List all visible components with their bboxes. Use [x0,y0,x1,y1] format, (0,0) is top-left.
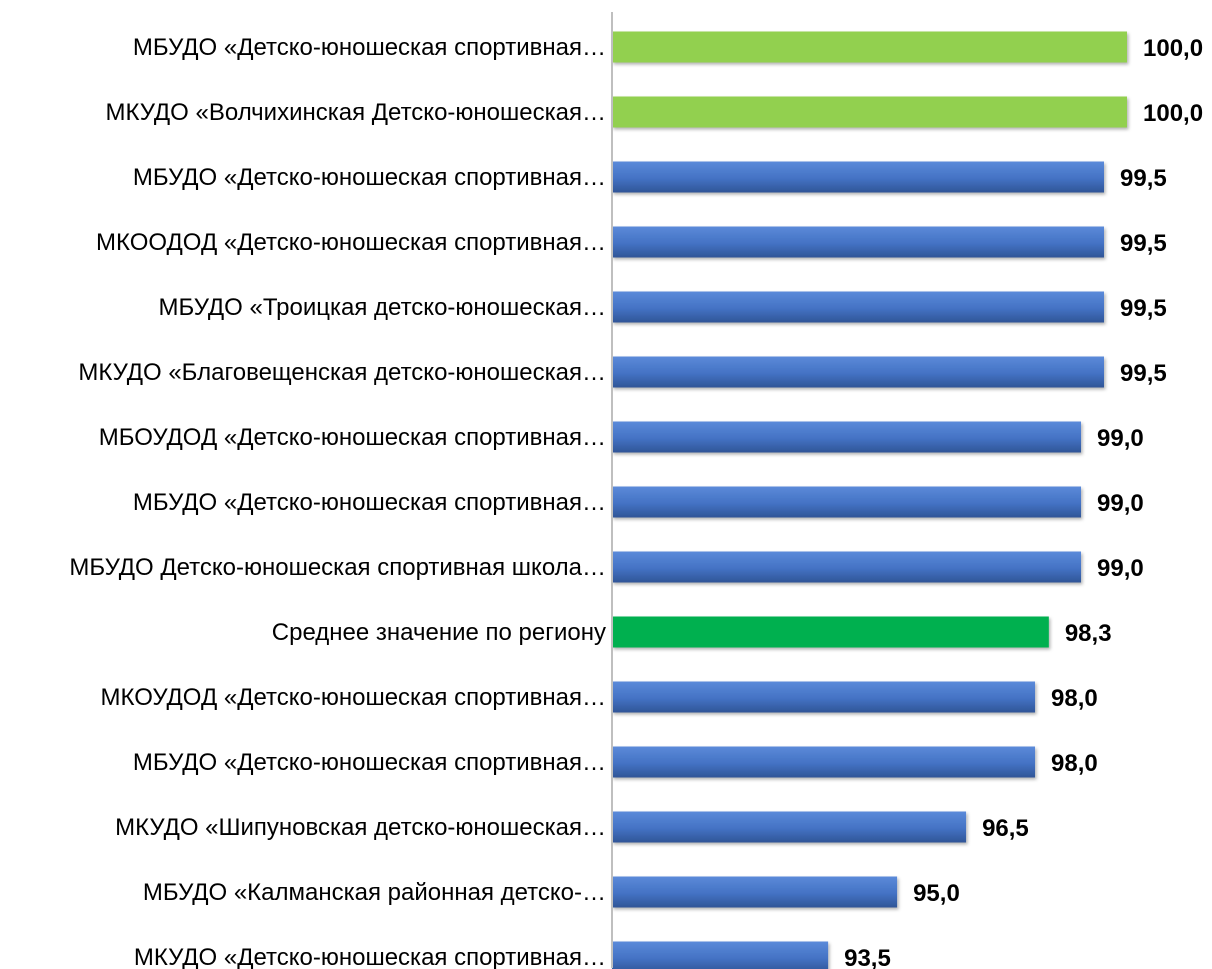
category-label: МБУДО «Детско-юношеская спортивная… [133,164,606,191]
bar [612,96,1127,128]
category-label: МКУДО «Волчихинская Детско-юношеская… [106,99,606,126]
category-label: МБУДО «Детско-юношеская спортивная… [133,34,606,61]
value-label: 95,0 [913,880,960,907]
category-label: МБУДО «Троицкая детско-юношеская… [159,294,606,321]
value-label: 98,0 [1051,750,1098,777]
category-label: Среднее значение по региону [272,619,606,646]
category-label: МБУДО «Детско-юношеская спортивная… [133,749,606,776]
value-label: 100,0 [1143,100,1203,127]
bar [612,161,1105,193]
value-label: 93,5 [844,945,891,969]
category-label: МБУДО Детско-юношеская спортивная школа… [69,554,606,581]
category-label: МКУДО «Благовещенская детско-юношеская… [78,359,606,386]
value-label: 100,0 [1143,35,1203,62]
value-label: 99,5 [1120,360,1167,387]
category-label: МБУДО «Детско-юношеская спортивная… [133,489,606,516]
value-label: 96,5 [982,815,1029,842]
bar [612,291,1105,323]
bar [612,551,1082,583]
bar [612,941,829,969]
bar [612,616,1049,648]
value-label: 99,5 [1120,295,1167,322]
category-label: МКУДО «Детско-юношеская спортивная… [134,944,606,969]
category-label: МКООДОД «Детско-юношеская спортивная… [96,229,606,256]
bar [612,876,898,908]
category-label: МБОУДОД «Детско-юношеская спортивная… [99,424,606,451]
bar [612,746,1036,778]
bar [612,226,1105,258]
category-label: МБУДО «Калманская районная детско-… [143,879,606,906]
bar [612,356,1105,388]
value-label: 99,5 [1120,165,1167,192]
bar [612,811,967,843]
value-label: 99,0 [1097,555,1144,582]
value-label: 99,0 [1097,490,1144,517]
bar [612,31,1127,63]
bar [612,681,1036,713]
bar [612,486,1082,518]
category-label: МКУДО «Шипуновская детско-юношеская… [115,814,606,841]
bar [612,421,1082,453]
value-label: 99,0 [1097,425,1144,452]
value-label: 98,3 [1065,620,1112,647]
category-label: МКОУДОД «Детско-юношеская спортивная… [101,684,606,711]
value-label: 99,5 [1120,230,1167,257]
value-label: 98,0 [1051,685,1098,712]
